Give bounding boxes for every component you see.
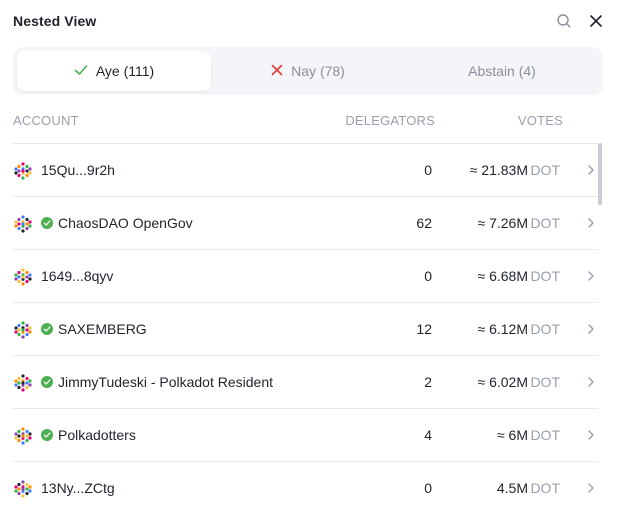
- account-name[interactable]: 15Qu...9r2h: [41, 162, 115, 178]
- account-cell: SAXEMBERG: [41, 303, 147, 355]
- chevron-right-icon[interactable]: [586, 323, 596, 335]
- check-icon: [74, 63, 88, 79]
- account-name[interactable]: 1649...8qyv: [41, 268, 114, 284]
- table-row[interactable]: Polkadotters 4 ≈ 6M DOT: [13, 408, 598, 461]
- column-delegators[interactable]: DELEGATORS: [345, 113, 435, 128]
- votes-amount: ≈ 6.12M: [477, 321, 528, 337]
- table-header: ACCOUNT DELEGATORS VOTES: [13, 113, 603, 129]
- vote-tabs: Aye (111) Nay (78) Abstain (4): [13, 47, 603, 95]
- delegators-count: 0: [424, 480, 432, 496]
- identicon-avatar: [14, 162, 32, 180]
- account-cell: 13Ny...ZCtg: [41, 462, 115, 514]
- verified-check-icon: [41, 429, 53, 441]
- account-cell: Polkadotters: [41, 409, 136, 461]
- votes-amount: ≈ 6.02M: [477, 374, 528, 390]
- votes-amount: 4.5M: [496, 480, 528, 496]
- table-row[interactable]: 15Qu...9r2h 0 ≈ 21.83M DOT: [13, 143, 598, 196]
- account-name[interactable]: JimmyTudeski - Polkadot Resident: [58, 374, 274, 390]
- votes-unit: DOT: [530, 268, 560, 284]
- chevron-right-icon[interactable]: [586, 164, 596, 176]
- column-votes[interactable]: VOTES: [517, 113, 563, 128]
- modal-title: Nested View: [13, 13, 97, 29]
- identicon-avatar: [14, 427, 32, 445]
- votes-unit: DOT: [530, 374, 560, 390]
- votes-unit: DOT: [530, 215, 560, 231]
- delegators-count: 4: [424, 427, 432, 443]
- delegators-count: 2: [424, 374, 432, 390]
- account-name[interactable]: SAXEMBERG: [58, 321, 147, 337]
- table-row[interactable]: 1649...8qyv 0 ≈ 6.68M DOT: [13, 249, 598, 302]
- chevron-right-icon[interactable]: [586, 270, 596, 282]
- table-row[interactable]: ChaosDAO OpenGov 62 ≈ 7.26M DOT: [13, 196, 598, 249]
- verified-check-icon: [41, 217, 53, 229]
- chevron-right-icon[interactable]: [586, 482, 596, 494]
- tab-abstain[interactable]: Abstain (4): [405, 51, 599, 91]
- scrollbar[interactable]: [598, 143, 603, 512]
- scrollbar-thumb[interactable]: [598, 143, 602, 205]
- verified-check-icon: [41, 376, 53, 388]
- votes-unit: DOT: [530, 162, 560, 178]
- account-name[interactable]: ChaosDAO OpenGov: [58, 215, 193, 231]
- votes-amount: ≈ 6.68M: [477, 268, 528, 284]
- tab-nay-label: Nay (78): [291, 63, 345, 79]
- modal-header: Nested View: [13, 11, 605, 31]
- chevron-right-icon[interactable]: [586, 376, 596, 388]
- close-icon[interactable]: [587, 12, 605, 30]
- votes-amount: ≈ 6M: [496, 427, 528, 443]
- chevron-right-icon[interactable]: [586, 217, 596, 229]
- chevron-right-icon[interactable]: [586, 429, 596, 441]
- table-row[interactable]: JimmyTudeski - Polkadot Resident 2 ≈ 6.02M…: [13, 355, 598, 408]
- account-cell: JimmyTudeski - Polkadot Resident: [41, 356, 273, 408]
- tab-nay[interactable]: Nay (78): [211, 51, 405, 91]
- identicon-avatar: [14, 374, 32, 392]
- account-name[interactable]: Polkadotters: [58, 427, 136, 443]
- account-name[interactable]: 13Ny...ZCtg: [41, 480, 115, 496]
- votes-amount: ≈ 21.83M: [469, 162, 528, 178]
- votes-amount: ≈ 7.26M: [477, 215, 528, 231]
- search-icon[interactable]: [555, 12, 573, 30]
- delegators-count: 12: [416, 321, 432, 337]
- tab-aye[interactable]: Aye (111): [17, 51, 211, 91]
- delegators-count: 62: [416, 215, 432, 231]
- identicon-avatar: [14, 321, 32, 339]
- column-account[interactable]: ACCOUNT: [13, 113, 79, 128]
- votes-unit: DOT: [530, 427, 560, 443]
- tab-aye-label: Aye (111): [95, 63, 155, 79]
- account-cell: ChaosDAO OpenGov: [41, 197, 193, 249]
- votes-unit: DOT: [530, 321, 560, 337]
- tab-abstain-label: Abstain (4): [468, 63, 536, 79]
- delegators-count: 0: [424, 268, 432, 284]
- table-row[interactable]: 13Ny...ZCtg 0 4.5M DOT: [13, 461, 598, 514]
- identicon-avatar: [14, 268, 32, 286]
- account-cell: 15Qu...9r2h: [41, 144, 115, 196]
- delegators-count: 0: [424, 162, 432, 178]
- verified-check-icon: [41, 323, 53, 335]
- x-icon: [271, 63, 283, 79]
- account-cell: 1649...8qyv: [41, 250, 113, 302]
- identicon-avatar: [14, 480, 32, 498]
- header-actions: [555, 12, 605, 30]
- identicon-avatar: [14, 215, 32, 233]
- votes-unit: DOT: [530, 480, 560, 496]
- table-row[interactable]: SAXEMBERG 12 ≈ 6.12M DOT: [13, 302, 598, 355]
- voter-list: 15Qu...9r2h 0 ≈ 21.83M DOT ChaosDAO OpenGov 6…: [13, 143, 598, 514]
